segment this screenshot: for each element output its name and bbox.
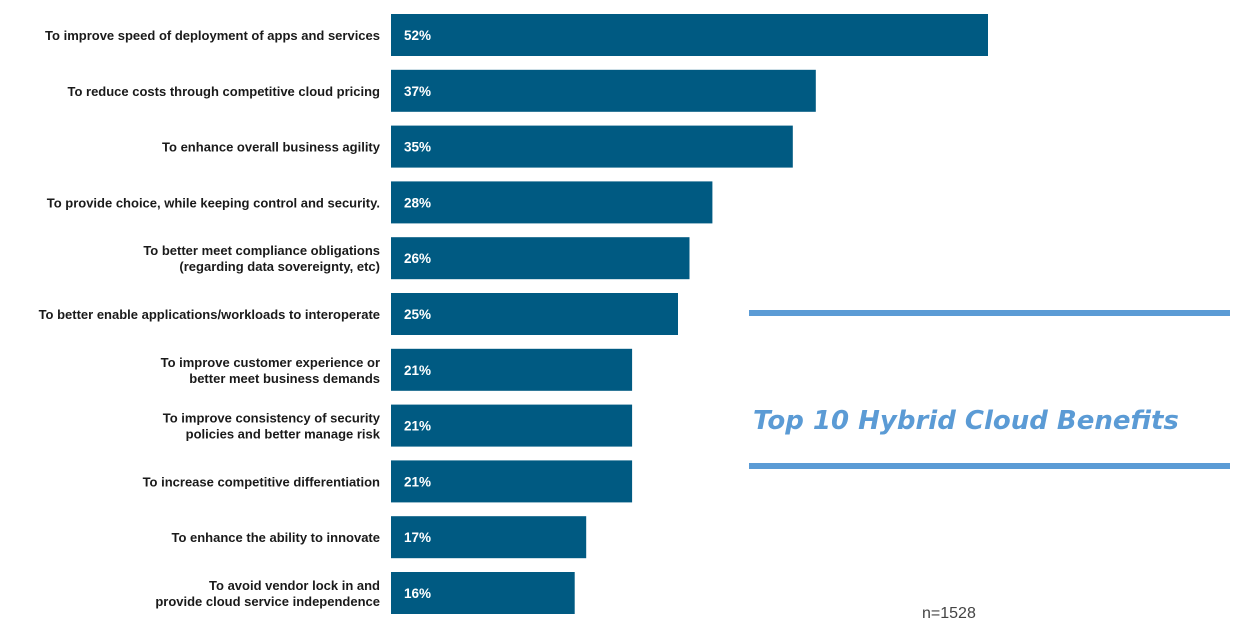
category-label-2: To reduce costs through competitive clou… [67,84,380,99]
bar-5 [391,237,690,280]
bar-10 [391,516,587,559]
bar-2 [391,69,816,112]
value-label-1: 52% [404,28,431,43]
value-label-6: 25% [404,307,431,322]
value-label-7: 21% [404,363,431,378]
bar-1 [391,14,988,56]
category-label-7-line-2: better meet business demands [189,371,380,386]
value-label-10: 17% [404,530,431,545]
sample-size-note: n=1528 [922,605,976,622]
value-label-4: 28% [404,195,431,210]
bars-layer: 52% 37% 35% 28% 26% 25% 21% 21% 21% 17% 16% [391,14,988,614]
bar-9 [391,460,633,503]
value-label-2: 37% [404,84,431,99]
bar-6 [391,293,678,335]
chart-title: Top 10 Hybrid Cloud Benefits [753,406,1179,436]
category-label-11-line-1: To avoid vendor lock in and [209,578,380,593]
category-label-4: To provide choice, while keeping control… [47,195,380,210]
value-label-5: 26% [404,251,431,266]
category-label-10: To enhance the ability to innovate [171,530,380,545]
category-label-9: To increase competitive differentiation [143,474,380,489]
bar-4 [391,181,713,224]
bar-8 [391,404,633,447]
bar-3 [391,125,793,168]
category-label-8-line-2: policies and better manage risk [186,427,381,442]
bar-11 [391,572,575,614]
category-label-11-line-2: provide cloud service independence [155,594,380,609]
value-label-11: 16% [404,586,431,601]
category-labels-layer: To improve speed of deployment of apps a… [39,28,381,609]
category-label-5-line-2: (regarding data sovereignty, etc) [179,259,380,274]
value-label-9: 21% [404,474,431,489]
category-label-7-line-1: To improve customer experience or [161,355,380,370]
category-label-3: To enhance overall business agility [162,140,381,155]
category-label-6: To better enable applications/workloads … [39,307,380,322]
category-label-8-line-1: To improve consistency of security [163,411,381,426]
category-label-1: To improve speed of deployment of apps a… [45,28,380,43]
bar-7 [391,348,633,391]
category-label-5-line-1: To better meet compliance obligations [143,243,380,258]
value-label-8: 21% [404,419,431,434]
value-label-3: 35% [404,140,431,155]
